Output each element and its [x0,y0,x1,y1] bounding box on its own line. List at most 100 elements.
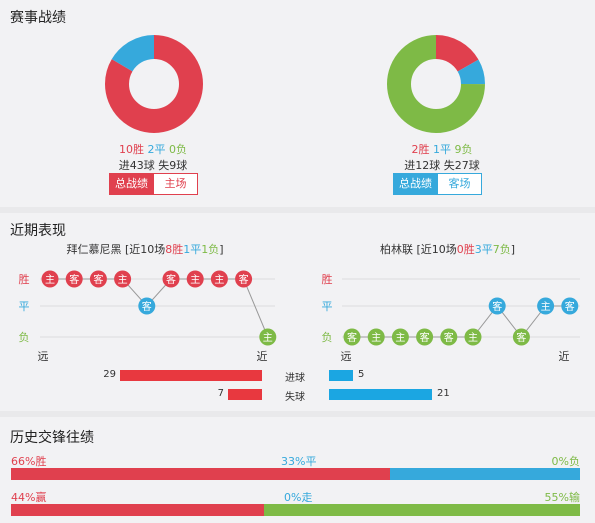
home-form-chart: 胜平负主客客主客客主主客主远近 [19,270,277,363]
form-venue-label: 客 [239,273,249,286]
h2h-handicap-push-pct: 0%走 [284,491,313,504]
away-scored-value: 5 [358,369,365,380]
donut-slice-draw [387,35,485,133]
record-panel: 赛事战绩 10胜 2平 0负 进43球 失9球 总战绩 主场 2胜 1平 9负 … [0,0,595,207]
form-match-dot [259,328,277,346]
form-near-label: 近 [559,350,570,363]
home-tab-venue[interactable]: 主场 [153,173,198,195]
form-level-label: 平 [19,300,30,313]
form-line [352,305,570,338]
form-match-dot [367,328,385,346]
h2h-win-segment [11,468,391,480]
form-match-dot [41,270,59,288]
form-venue-label: 客 [347,331,357,344]
form-match-dot [162,270,180,288]
h2h-handicap-lose-segment [263,504,580,516]
form-match-dot [114,270,132,288]
section-title-recent: 近期表现 [10,223,66,239]
form-level-label: 胜 [19,272,30,286]
form-venue-label: 客 [565,300,575,313]
away-record-line: 2胜 1平 9负 [289,141,595,157]
home-tab-total[interactable]: 总战绩 [109,173,154,195]
form-venue-label: 客 [69,273,79,286]
home-scored-value: 29 [103,369,116,380]
form-match-dot [391,328,409,346]
home-conceded-value: 7 [217,388,224,399]
form-venue-label: 主 [468,332,478,344]
donut-slice-draw [105,35,203,133]
away-scored-bar [329,370,353,381]
form-venue-label: 主 [45,274,55,286]
form-venue-label: 主 [541,301,551,313]
section-title-record: 赛事战绩 [10,10,66,26]
conceded-label: 失球 [285,392,305,403]
form-match-dot [537,297,555,315]
form-venue-label: 客 [492,300,502,313]
home-scored-bar [120,370,262,381]
away-tab-venue[interactable]: 客场 [437,173,482,195]
form-venue-label: 主 [371,332,381,344]
h2h-handicap-lose-pct: 55%输 [544,491,580,504]
donut-slice-loss [387,35,485,133]
away-conceded-value: 21 [437,388,450,399]
form-far-label: 远 [341,350,352,363]
h2h-draw-pct: 33%平 [281,455,317,468]
form-match-dot [89,270,107,288]
h2h-handicap-win-segment [11,504,264,516]
form-match-dot [186,270,204,288]
form-match-dot [440,328,458,346]
form-level-label: 胜 [322,272,333,286]
form-match-dot [235,270,253,288]
away-recent-summary: 柏林联 [近10场0胜3平7负] [379,243,516,256]
form-venue-label: 客 [420,331,430,344]
h2h-result-bar [11,468,580,480]
form-line [50,278,269,338]
form-match-dot [512,328,530,346]
form-match-dot [488,297,506,315]
form-venue-label: 客 [142,300,152,313]
h2h-handicap-bar [11,504,580,516]
h2h-panel: 历史交锋往绩 66%胜 33%平 0%负 44%赢 0%走 55%输 [0,417,595,523]
away-form-chart: 胜平负客主主客客主客客主 客远近 [322,272,580,363]
form-venue-label: 主 [263,332,273,344]
form-venue-label: 主 [395,332,405,344]
section-title-h2h: 历史交锋往绩 [10,430,94,446]
home-win-count: 10胜 [119,143,144,156]
form-match-dot [65,270,83,288]
h2h-handicap-win-pct: 44%赢 [11,491,47,504]
home-draw-count: 2平 [147,143,166,156]
away-donut-chart [387,35,485,133]
form-venue-label: 客 [93,273,103,286]
form-venue-label: 主 [190,274,200,286]
form-match-dot [138,297,156,315]
form-near-label: 近 [257,350,268,363]
h2h-win-pct: 66%胜 [11,455,47,468]
form-match-dot [561,297,579,315]
form-level-label: 负 [19,330,30,344]
form-match-dot [464,328,482,346]
form-venue-label: 客 [516,331,526,344]
form-match-dot [416,328,434,346]
form-venue-label: 客 [444,331,454,344]
home-goals-line: 进43球 失9球 [118,159,188,172]
scored-label: 进球 [285,373,305,384]
form-level-label: 平 [322,300,333,313]
home-record-line: 10胜 2平 0负 [0,141,306,157]
away-draw-count: 1平 [433,143,451,156]
away-tab-total[interactable]: 总战绩 [393,173,438,195]
form-far-label: 远 [38,350,49,363]
form-match-dot [210,270,228,288]
h2h-loss-pct: 0%负 [551,455,580,468]
home-conceded-bar [228,389,262,400]
form-level-label: 负 [322,330,333,344]
h2h-draw-segment [390,468,580,480]
home-recent-summary: 拜仁慕尼黑 [近10场8胜1平1负] [66,243,224,256]
home-donut-chart [105,35,203,133]
form-match-dot [343,328,361,346]
away-loss-count: 9负 [454,143,473,156]
home-loss-count: 0负 [169,143,187,156]
away-goals-line: 进12球 失27球 [404,159,480,172]
form-venue-label: 主 [118,274,128,286]
recent-panel: 近期表现 拜仁慕尼黑 [近10场8胜1平1负] 柏林联 [近10场0胜3平7负]… [0,213,595,411]
away-conceded-bar [329,389,432,400]
